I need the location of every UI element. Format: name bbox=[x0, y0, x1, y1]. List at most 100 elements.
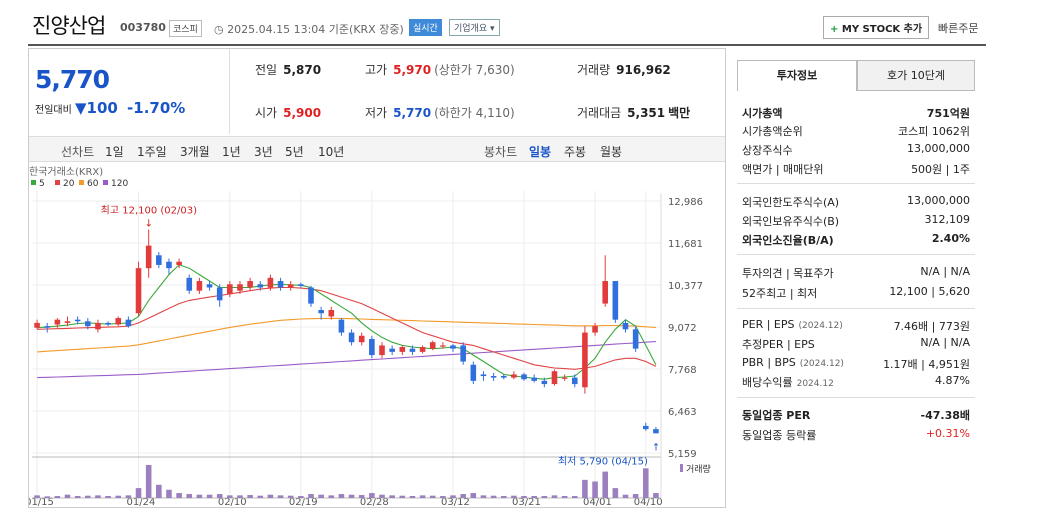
volume-bar bbox=[429, 495, 436, 498]
quick-order-link[interactable]: 빠른주문 bbox=[938, 22, 979, 35]
info-row: 투자의견 | 목표주가 N/A | N/A bbox=[742, 265, 970, 281]
info-label: 시가총액 bbox=[742, 107, 783, 120]
volume-bar bbox=[592, 481, 598, 498]
period-3y[interactable]: 3년 bbox=[254, 145, 273, 159]
volume-bar bbox=[237, 495, 243, 498]
volume-bar bbox=[582, 479, 588, 498]
y-tick-label: 12,986 bbox=[668, 197, 703, 208]
divider bbox=[737, 397, 975, 398]
candle-body bbox=[135, 268, 142, 314]
info-value: 2.40% bbox=[931, 232, 970, 245]
info-label: 동일업종 PER bbox=[742, 409, 811, 422]
candle-body bbox=[277, 281, 284, 288]
volume-bar bbox=[277, 495, 284, 498]
tab-quote-10[interactable]: 호가 10단계 bbox=[857, 60, 975, 91]
y-tick-label: 11,681 bbox=[668, 239, 703, 250]
volume-bar bbox=[64, 494, 71, 498]
volume-bar bbox=[54, 496, 61, 498]
tab-invest-info[interactable]: 투자정보 bbox=[737, 60, 857, 91]
candle-body bbox=[206, 284, 213, 288]
volume-bar bbox=[490, 495, 497, 498]
low: 저가 5,770 (하한가 4,110) bbox=[365, 106, 515, 120]
x-tick-label: 03/21 bbox=[512, 497, 541, 508]
stock-chart[interactable]: 한국거래소(KRX)5 20 60 120 12,986 11,681 10,377 9,07… bbox=[29, 163, 725, 509]
chart-toolbar: 선차트 1일 1주일 3개월 1년 3년 5년 10년 봉차트 일봉 주봉 월봉 bbox=[29, 136, 725, 162]
volume-bar bbox=[328, 495, 335, 498]
timestamp: ◷ 2025.04.15 13:04 기준(KRX 장중) bbox=[214, 23, 404, 36]
x-tick-label: 03/12 bbox=[441, 497, 470, 508]
volume-bar bbox=[612, 488, 619, 498]
period-1w[interactable]: 1주일 bbox=[137, 145, 167, 159]
info-row: 외국인보유주식수(B) 312,109 bbox=[742, 213, 970, 229]
info-value: 13,000,000 bbox=[907, 194, 970, 207]
volume-legend: 거래량 bbox=[686, 463, 711, 475]
candle-body bbox=[470, 364, 477, 381]
candle-body bbox=[602, 281, 608, 304]
realtime-badge[interactable]: 실시간 bbox=[409, 19, 442, 36]
ma-line-ma20 bbox=[37, 286, 657, 370]
volume-bar bbox=[389, 495, 395, 498]
info-row: 시가총액 751억원 bbox=[742, 105, 970, 121]
period-3m[interactable]: 3개월 bbox=[180, 145, 210, 159]
period-10y[interactable]: 10년 bbox=[318, 145, 345, 159]
volume-bar bbox=[531, 496, 537, 498]
candle-body bbox=[440, 345, 446, 347]
legend-swatch bbox=[79, 180, 84, 185]
candle-body bbox=[176, 261, 182, 265]
period-1y[interactable]: 1년 bbox=[222, 145, 241, 159]
period-daily[interactable]: 일봉 bbox=[529, 145, 552, 159]
trade-amount: 거래대금 5,351 백만 bbox=[577, 106, 691, 120]
candle-body bbox=[166, 261, 172, 269]
clock-icon: ◷ bbox=[214, 23, 224, 36]
volume-bar bbox=[571, 496, 578, 498]
my-stock-button[interactable]: + MY STOCK 추가 bbox=[823, 16, 930, 39]
candle-body bbox=[450, 345, 456, 349]
info-value: 13,000,000 bbox=[907, 142, 970, 155]
period-monthly[interactable]: 월봉 bbox=[600, 145, 623, 159]
volume-bar bbox=[176, 493, 182, 498]
volume-bar bbox=[247, 495, 253, 498]
candle-body bbox=[328, 310, 335, 317]
info-value: +0.31% bbox=[925, 427, 970, 440]
period-5y[interactable]: 5년 bbox=[285, 145, 304, 159]
legend-swatch bbox=[55, 180, 60, 185]
volume-bar bbox=[318, 494, 324, 498]
y-tick-label: 5,159 bbox=[668, 449, 697, 460]
volume-bar bbox=[95, 495, 101, 498]
y-tick-label: 6,463 bbox=[668, 407, 697, 418]
candle-chart-label[interactable]: 봉차트 bbox=[484, 145, 518, 159]
period-1d[interactable]: 1일 bbox=[105, 145, 124, 159]
candle-body bbox=[125, 319, 132, 327]
info-label: 외국인한도주식수(A) bbox=[742, 196, 840, 209]
line-chart-label[interactable]: 선차트 bbox=[61, 145, 95, 159]
candle-body bbox=[156, 255, 162, 265]
divider bbox=[737, 254, 975, 255]
candle-body bbox=[318, 310, 324, 314]
volume-bar bbox=[653, 493, 659, 498]
legend-item: 120 bbox=[111, 179, 128, 189]
arrow-up-icon: ↑ bbox=[652, 443, 660, 454]
price-change: 전일대비 ▼100 -1.70% bbox=[35, 99, 185, 117]
candle-body bbox=[64, 321, 71, 323]
info-value: 코스피 1062위 bbox=[898, 125, 970, 138]
volume-bar bbox=[551, 495, 558, 498]
y-tick-label: 10,377 bbox=[668, 281, 703, 292]
divider bbox=[229, 49, 230, 134]
candle-body bbox=[338, 319, 345, 333]
prev-close: 전일 5,870 bbox=[255, 63, 322, 77]
info-label: 52주최고 | 최저 bbox=[742, 287, 818, 300]
ma-line-ma60 bbox=[37, 317, 656, 353]
period-weekly[interactable]: 주봉 bbox=[564, 145, 587, 159]
info-row: 동일업종 PER -47.38배 bbox=[742, 407, 970, 423]
candle-body bbox=[531, 377, 537, 381]
candle-body bbox=[34, 322, 40, 328]
chart-source: 한국거래소(KRX) bbox=[29, 166, 103, 178]
volume-bar bbox=[642, 468, 649, 498]
volume-bar bbox=[379, 494, 385, 498]
volume-bar bbox=[348, 494, 355, 498]
ma-line-ma120 bbox=[37, 341, 656, 379]
open: 시가 5,900 bbox=[255, 106, 322, 120]
company-overview-dropdown[interactable]: 기업개요 ▾ bbox=[449, 19, 500, 36]
stock-code: 003780 bbox=[120, 21, 166, 34]
candle-body bbox=[196, 281, 203, 291]
